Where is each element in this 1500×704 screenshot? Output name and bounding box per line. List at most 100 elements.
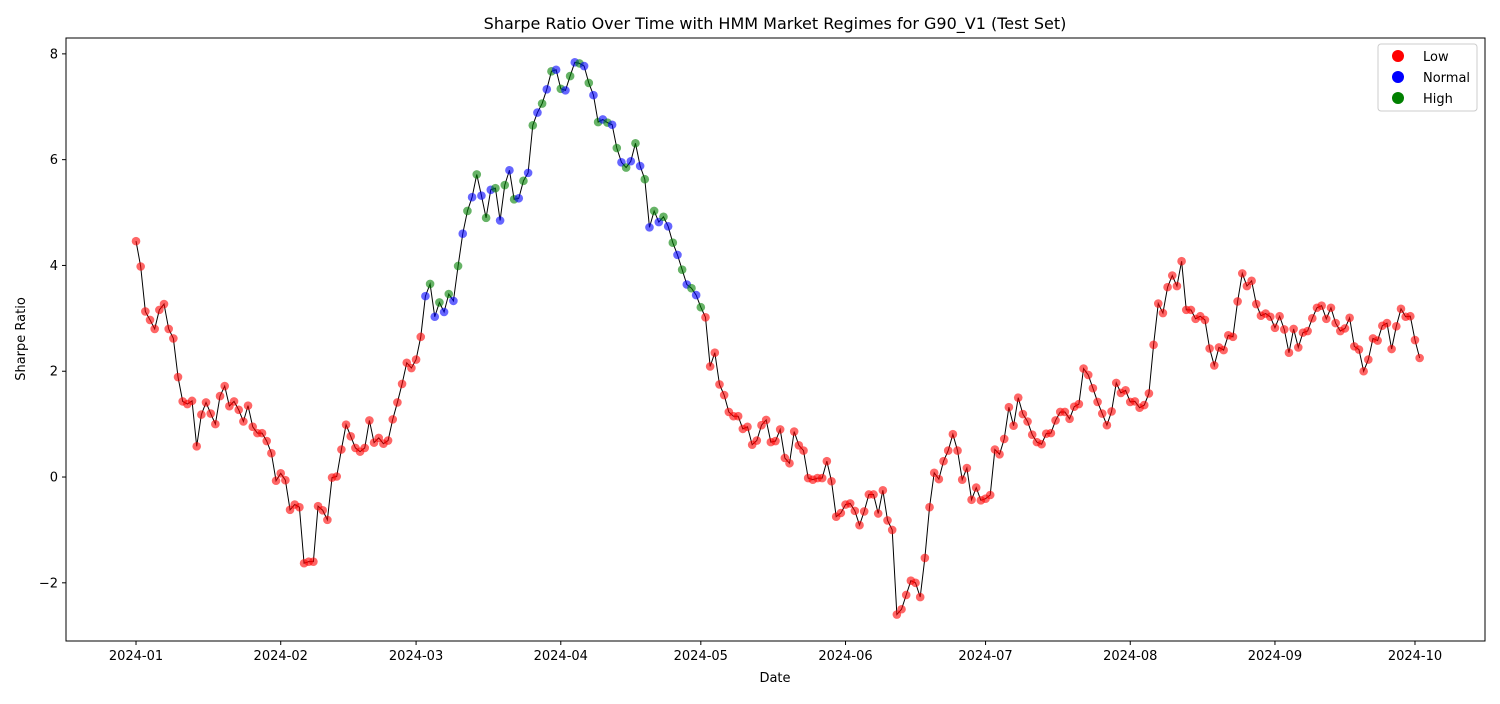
data-point bbox=[421, 291, 430, 301]
data-point bbox=[995, 449, 1004, 459]
data-point bbox=[1004, 402, 1014, 412]
data-point bbox=[1060, 407, 1070, 417]
data-point bbox=[215, 391, 225, 401]
data-point bbox=[929, 468, 939, 478]
data-point bbox=[701, 312, 710, 322]
data-point bbox=[850, 506, 860, 516]
data-point bbox=[859, 507, 869, 516]
data-point bbox=[687, 283, 696, 293]
y-tick-label: 6 bbox=[50, 153, 58, 168]
data-point bbox=[1410, 335, 1420, 345]
data-point bbox=[491, 183, 500, 193]
data-point bbox=[229, 397, 239, 406]
data-point bbox=[934, 474, 944, 484]
y-tick-label: 0 bbox=[50, 471, 58, 486]
data-point bbox=[901, 590, 911, 600]
data-point bbox=[1354, 345, 1364, 354]
x-tick-label: 2024-05 bbox=[674, 649, 728, 664]
data-point bbox=[897, 604, 906, 614]
data-point bbox=[514, 193, 524, 203]
data-point bbox=[1382, 318, 1392, 328]
data-point bbox=[631, 138, 640, 148]
data-point bbox=[883, 516, 892, 525]
data-point bbox=[131, 236, 141, 246]
data-point bbox=[869, 490, 878, 499]
data-point bbox=[201, 398, 211, 407]
data-point bbox=[715, 380, 724, 389]
data-point bbox=[141, 307, 150, 316]
data-point bbox=[388, 415, 398, 424]
data-point bbox=[155, 305, 164, 315]
data-point bbox=[677, 265, 687, 274]
data-point bbox=[789, 427, 799, 436]
data-point bbox=[1359, 366, 1368, 376]
data-point bbox=[873, 509, 883, 518]
data-point bbox=[234, 405, 244, 415]
data-point bbox=[626, 156, 636, 166]
data-point bbox=[542, 85, 552, 94]
data-point bbox=[1083, 370, 1093, 380]
data-point bbox=[691, 290, 701, 300]
data-point bbox=[164, 324, 173, 334]
data-point bbox=[159, 299, 169, 309]
legend-frame bbox=[1377, 43, 1478, 112]
data-point bbox=[430, 312, 440, 322]
data-point bbox=[1331, 318, 1340, 328]
data-point bbox=[1293, 343, 1303, 352]
data-point bbox=[943, 446, 953, 455]
chart-title: Sharpe Ratio Over Time with HMM Market R… bbox=[484, 14, 1067, 34]
legend-marker-normal bbox=[1392, 71, 1404, 83]
data-point bbox=[1303, 326, 1312, 336]
data-point bbox=[257, 428, 267, 438]
data-point bbox=[411, 355, 421, 364]
x-tick-label: 2024-01 bbox=[109, 649, 163, 664]
data-point bbox=[584, 78, 594, 88]
data-point bbox=[481, 213, 491, 223]
data-point bbox=[365, 416, 374, 425]
data-point bbox=[565, 71, 575, 81]
data-point bbox=[1107, 407, 1116, 416]
data-point bbox=[519, 176, 528, 186]
data-point bbox=[1228, 332, 1238, 342]
data-point bbox=[332, 472, 342, 481]
data-point bbox=[458, 229, 468, 239]
data-point bbox=[705, 362, 715, 371]
data-point bbox=[1322, 314, 1331, 324]
data-point bbox=[220, 381, 229, 391]
data-point bbox=[1186, 305, 1196, 315]
data-point bbox=[649, 206, 659, 216]
data-point bbox=[845, 499, 855, 508]
data-point bbox=[775, 425, 785, 434]
x-tick-label: 2024-06 bbox=[818, 649, 872, 664]
data-point bbox=[318, 506, 328, 515]
legend-marker-high bbox=[1392, 92, 1404, 104]
data-point bbox=[528, 120, 538, 130]
x-tick-label: 2024-08 bbox=[1103, 649, 1157, 664]
data-point bbox=[925, 502, 934, 512]
data-point bbox=[211, 419, 220, 429]
data-point bbox=[1163, 282, 1172, 292]
data-point bbox=[1023, 417, 1032, 426]
data-point bbox=[374, 433, 384, 443]
data-point bbox=[621, 163, 631, 172]
x-tick-label: 2024-10 bbox=[1388, 649, 1442, 664]
data-point bbox=[239, 417, 248, 426]
data-point bbox=[1284, 348, 1294, 358]
data-point bbox=[822, 456, 832, 466]
y-tick-label: −2 bbox=[39, 576, 58, 591]
data-point bbox=[1079, 364, 1088, 373]
data-point bbox=[920, 553, 930, 563]
data-point bbox=[696, 302, 706, 312]
data-point bbox=[169, 334, 178, 343]
plot-frame bbox=[65, 37, 1486, 642]
plot-area: 2024-01 2024-02 2024-03 2024-04 2024-05 2024-… bbox=[39, 37, 1486, 664]
data-point bbox=[743, 422, 752, 432]
data-point bbox=[1088, 383, 1098, 393]
data-point bbox=[383, 436, 393, 445]
data-point bbox=[589, 90, 598, 100]
data-point bbox=[1093, 397, 1102, 407]
data-point bbox=[1027, 430, 1037, 440]
data-point bbox=[1111, 378, 1121, 388]
data-point bbox=[1046, 428, 1056, 438]
data-point bbox=[761, 415, 771, 425]
